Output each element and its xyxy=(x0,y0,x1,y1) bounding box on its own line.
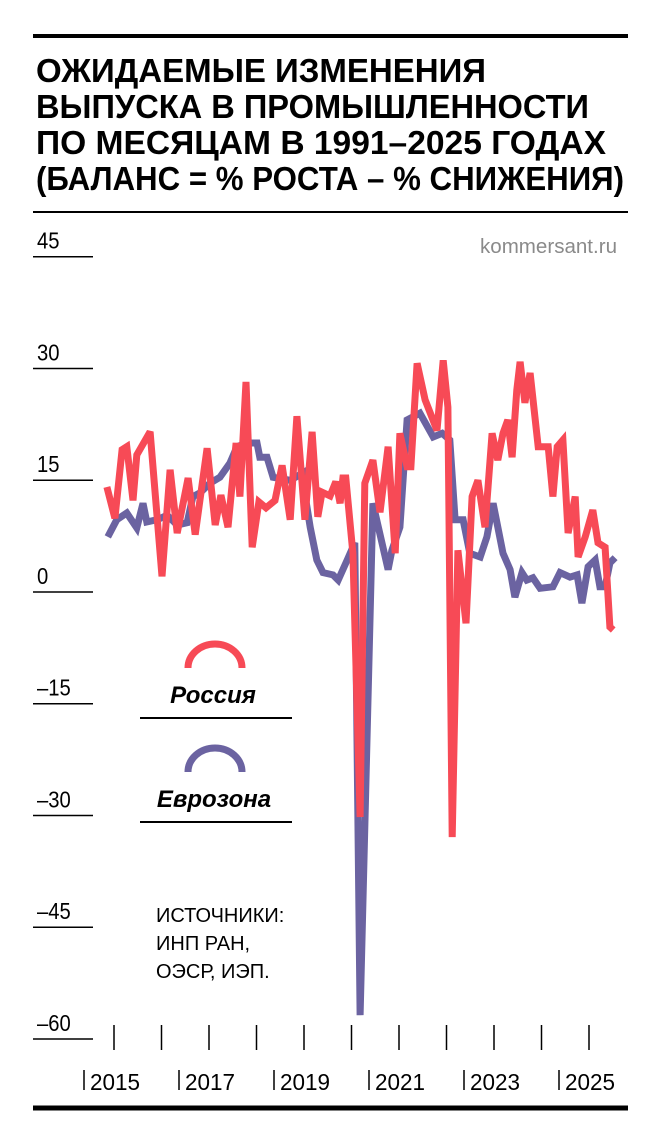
x-tick-label: 2017 xyxy=(185,1069,235,1095)
x-axis: 2015 2017 2019 2021 2023 2025 xyxy=(83,1025,615,1095)
chart-title: ОЖИДАЕМЫЕ ИЗМЕНЕНИЯ ВЫПУСКА В ПРОМЫШЛЕНН… xyxy=(36,52,624,197)
title-line-4: (БАЛАНС = % РОСТА – % СНИЖЕНИЯ) xyxy=(36,160,624,197)
legend: Россия Еврозона xyxy=(140,640,292,823)
source-brand: kommersant.ru xyxy=(480,236,617,258)
x-tick-label: 2021 xyxy=(375,1069,425,1095)
x-tick-label: 2019 xyxy=(280,1069,330,1095)
x-tick-label: 2023 xyxy=(470,1069,520,1095)
sources-note: ИСТОЧНИКИ: ИНП РАН, ОЭСР, ИЭП. xyxy=(156,905,284,983)
sources-line-3: ОЭСР, ИЭП. xyxy=(156,961,270,983)
sources-line-2: ИНП РАН, xyxy=(156,933,250,955)
legend-label-russia: Россия xyxy=(170,682,256,709)
y-tick-label: –45 xyxy=(37,898,71,925)
y-tick-label: –60 xyxy=(37,1010,71,1037)
legend-label-eurozone: Еврозона xyxy=(157,786,271,813)
y-tick-label: 15 xyxy=(37,451,60,478)
title-line-3: ПО МЕСЯЦАМ В 1991–2025 ГОДАХ xyxy=(36,124,606,161)
title-line-2: ВЫПУСКА В ПРОМЫШЛЕННОСТИ xyxy=(36,88,589,125)
title-line-1: ОЖИДАЕМЫЕ ИЗМЕНЕНИЯ xyxy=(36,52,486,89)
legend-swatch-eurozone xyxy=(184,744,246,773)
series-line-russia xyxy=(103,359,616,838)
y-tick-label: 30 xyxy=(37,339,60,366)
y-tick-label: –30 xyxy=(37,786,71,813)
sources-line-1: ИСТОЧНИКИ: xyxy=(156,905,284,927)
legend-swatch-russia xyxy=(184,640,246,669)
y-tick-label: –15 xyxy=(37,675,71,702)
series-lines xyxy=(103,359,618,1016)
y-axis: 45 30 15 0 –15 –30 –45 –60 xyxy=(33,228,93,1040)
x-tick-label: 2025 xyxy=(565,1069,615,1095)
y-tick-label: 45 xyxy=(37,228,60,255)
x-tick-label: 2015 xyxy=(90,1069,140,1095)
y-tick-label: 0 xyxy=(37,563,48,590)
